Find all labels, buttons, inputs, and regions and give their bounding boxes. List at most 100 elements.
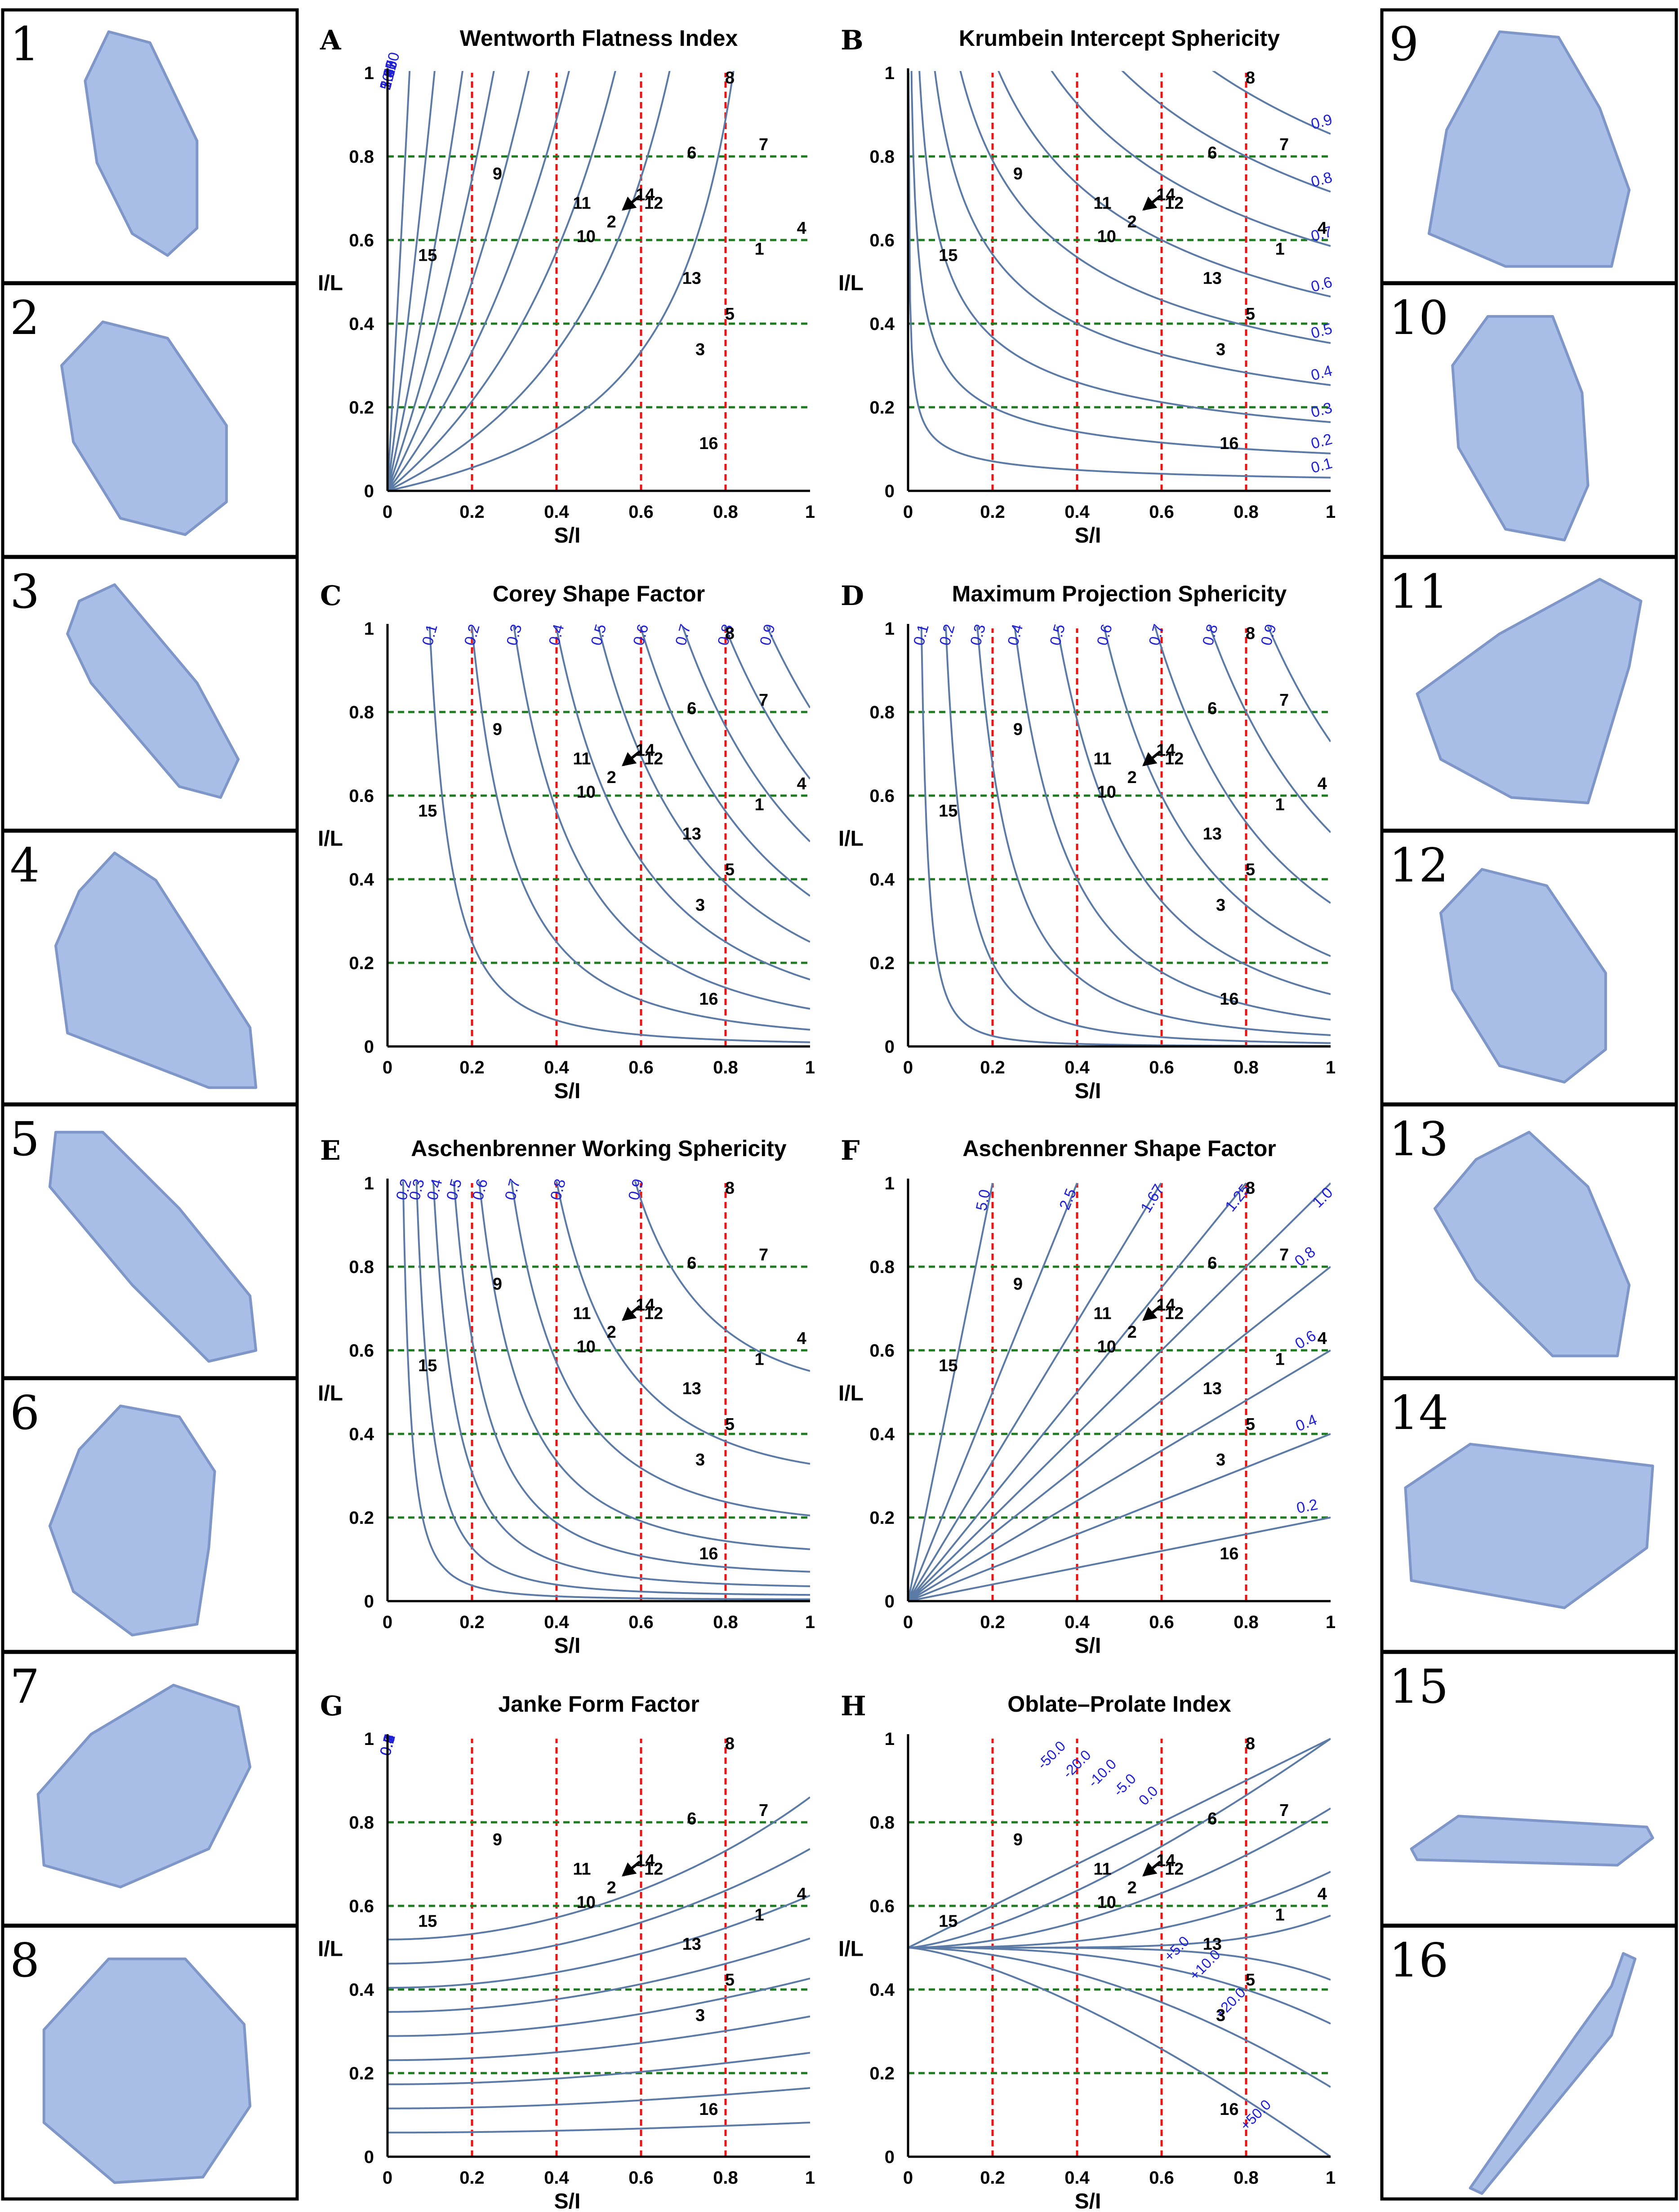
- particle-number: 7: [10, 1659, 40, 1714]
- x-tick-label: 1: [1326, 1058, 1336, 1077]
- point-label-13: 13: [682, 825, 701, 844]
- point-label-8: 8: [725, 68, 735, 87]
- point-label-3: 3: [695, 2006, 705, 2025]
- y-tick-label: 0.6: [349, 1896, 374, 1916]
- particle-tile-6: 6: [1, 1377, 299, 1653]
- point-label-6: 6: [687, 1810, 696, 1829]
- contour-line: [387, 1848, 810, 1965]
- particle-number: 1: [10, 17, 40, 71]
- point-label-13: 13: [1203, 1380, 1222, 1398]
- x-tick-label: 1: [805, 502, 815, 522]
- point-label-2: 2: [1127, 213, 1137, 231]
- contour-line: [428, 627, 810, 1043]
- point-label-7: 7: [1279, 1801, 1289, 1820]
- x-tick-label: 0.8: [1234, 1058, 1259, 1077]
- y-tick-label: 0.6: [349, 1341, 374, 1361]
- point-label-2: 2: [607, 1323, 616, 1342]
- point-label-15: 15: [939, 1357, 958, 1375]
- x-tick-label: 0.6: [1149, 1612, 1174, 1632]
- point-label-13: 13: [1203, 269, 1222, 288]
- point-label-12: 12: [1165, 749, 1184, 768]
- x-axis-label: S/I: [1075, 1079, 1101, 1103]
- y-tick-label: 0.6: [869, 1341, 895, 1361]
- x-tick-label: 1: [1326, 1612, 1336, 1632]
- contour-line: [908, 1738, 1331, 1949]
- x-tick-label: 0.6: [1149, 502, 1174, 522]
- contour-line: [387, 1796, 810, 1941]
- point-label-4: 4: [1318, 1885, 1327, 1904]
- point-label-12: 12: [644, 194, 663, 213]
- contour-line: [387, 71, 616, 491]
- y-tick-label: 0.8: [349, 1257, 374, 1277]
- point-label-8: 8: [1246, 1734, 1255, 1753]
- contour-line: [387, 71, 411, 484]
- point-label-11: 11: [573, 194, 591, 213]
- contour-line: [387, 71, 463, 490]
- particle-shape-flat-angular-fragment: [1416, 578, 1643, 805]
- contour-line: [1056, 627, 1331, 995]
- point-label-9: 9: [1013, 165, 1023, 183]
- point-label-9: 9: [493, 720, 502, 739]
- point-label-3: 3: [1216, 2006, 1225, 2025]
- contour-line: [402, 1181, 810, 1600]
- contour-line: [453, 1181, 810, 1573]
- point-label-16: 16: [1220, 990, 1238, 1009]
- particle-frame: [1380, 1651, 1678, 1927]
- point-label-13: 13: [682, 269, 701, 288]
- chart-title: Janke Form Factor: [498, 1691, 699, 1717]
- panel-F: F Aschenbrenner Shape Factor 0.2 0.4 0.6 0.8 1…: [838, 1135, 1336, 1658]
- x-tick-label: 0: [383, 1612, 392, 1632]
- point-label-15: 15: [939, 802, 958, 821]
- contour-line: [1103, 627, 1331, 957]
- point-label-3: 3: [1216, 896, 1225, 915]
- arrow-head: [622, 196, 637, 211]
- guide-lines: [387, 1739, 810, 2157]
- y-tick-label: 0.8: [869, 703, 895, 722]
- contour-curves: [387, 1796, 810, 2134]
- point-label-13: 13: [1203, 825, 1222, 844]
- x-tick-label: 0.2: [980, 2168, 1005, 2188]
- axes: 0 0.2 0.4 0.6 0.8 100.20.40.60.81S/II/L: [838, 63, 1336, 547]
- point-label-8: 8: [725, 1734, 735, 1753]
- contour-line: [908, 1947, 1331, 2088]
- arrow-head: [1142, 752, 1158, 766]
- contour-line: [1211, 71, 1331, 135]
- point-label-6: 6: [687, 699, 696, 718]
- y-tick-label: 1: [885, 63, 895, 83]
- y-tick-label: 0.4: [349, 1980, 374, 2000]
- particle-number: 15: [1389, 1659, 1448, 1714]
- point-label-10: 10: [1097, 227, 1116, 246]
- particle-shape-elongated-teardrop-pebble: [84, 30, 199, 257]
- y-tick-label: 0.4: [349, 314, 374, 334]
- panel-B: B Krumbein Intercept Sphericity 0.10.20.30…: [838, 25, 1336, 547]
- x-tick-label: 0.8: [713, 1612, 738, 1632]
- point-label-2: 2: [607, 213, 616, 231]
- panel-letter: C: [320, 580, 342, 612]
- x-tick-label: 0.2: [459, 2168, 485, 2188]
- y-tick-label: 0.4: [869, 1424, 895, 1444]
- axes: 0 0.2 0.4 0.6 0.8 100.20.40.60.81S/II/L: [318, 63, 815, 547]
- point-label-13: 13: [682, 1380, 701, 1398]
- point-label-11: 11: [573, 749, 591, 768]
- y-tick-label: 0.8: [869, 1813, 895, 1833]
- y-tick-label: 0.4: [349, 1424, 374, 1444]
- point-label-15: 15: [418, 246, 437, 265]
- point-label-3: 3: [695, 340, 705, 359]
- point-label-14: 14: [1156, 1851, 1175, 1870]
- particle-tile-3: 3: [1, 556, 299, 832]
- particle-shape-elongated-rough-pebble: [48, 1130, 258, 1363]
- point-label-6: 6: [687, 144, 696, 163]
- particle-number: 12: [1389, 838, 1448, 893]
- arrow-head: [1142, 1307, 1158, 1321]
- contour-line: [597, 627, 810, 943]
- y-axis-label: I/L: [838, 827, 864, 851]
- point-label-13: 13: [682, 1935, 701, 1954]
- contour-line: [387, 1937, 810, 2013]
- point-label-4: 4: [797, 1885, 806, 1904]
- x-tick-label: 0.4: [1064, 1612, 1090, 1632]
- point-label-6: 6: [1207, 699, 1217, 718]
